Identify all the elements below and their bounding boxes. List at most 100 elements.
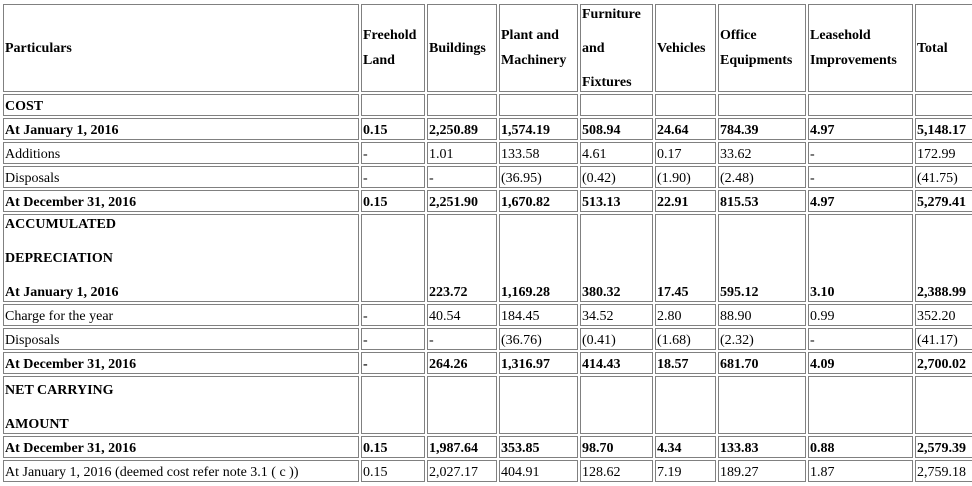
table-cell: 34.52 bbox=[580, 304, 653, 326]
table-cell: 4.97 bbox=[808, 190, 913, 212]
col-header-office-equipments: Office Equipments bbox=[718, 4, 806, 92]
row-label: Charge for the year bbox=[3, 304, 359, 326]
table-cell: 0.17 bbox=[655, 142, 716, 164]
table-cell: 0.15 bbox=[361, 436, 425, 458]
table-cell: 380.32 bbox=[580, 214, 653, 302]
table-cell: 22.91 bbox=[655, 190, 716, 212]
col-header-furniture-fixtures: Furniture and Fixtures bbox=[580, 4, 653, 92]
table-cell: 1,987.64 bbox=[427, 436, 497, 458]
table-cell: - bbox=[361, 304, 425, 326]
table-cell bbox=[361, 214, 425, 302]
table-cell: (2.32) bbox=[718, 328, 806, 350]
table-cell: 681.70 bbox=[718, 352, 806, 374]
table-row: At December 31, 2016 0.15 1,987.64 353.85 98… bbox=[3, 436, 972, 458]
col-header-leasehold-improvements: Leasehold Improvements bbox=[808, 4, 913, 92]
table-cell: 1.87 bbox=[808, 460, 913, 482]
table-cell: 172.99 bbox=[915, 142, 972, 164]
table-cell: 133.58 bbox=[499, 142, 578, 164]
table-cell: (0.42) bbox=[580, 166, 653, 188]
table-row: At December 31, 2016-264.26 1,316.97 414.4… bbox=[3, 352, 972, 374]
table-cell: (1.68) bbox=[655, 328, 716, 350]
col-header-vehicles: Vehicles bbox=[655, 4, 716, 92]
section-cost-row: COST bbox=[3, 94, 972, 116]
table-cell: 189.27 bbox=[718, 460, 806, 482]
col-header-buildings: Buildings bbox=[427, 4, 497, 92]
table-cell: 1,574.19 bbox=[499, 118, 578, 140]
row-label: ACCUMULATED DEPRECIATION At January 1, 201… bbox=[3, 214, 359, 302]
table-cell: 513.13 bbox=[580, 190, 653, 212]
table-cell: 98.70 bbox=[580, 436, 653, 458]
table-cell: 17.45 bbox=[655, 214, 716, 302]
table-cell: - bbox=[427, 328, 497, 350]
table-cell: (41.75) bbox=[915, 166, 972, 188]
table-cell: 2,579.39 bbox=[915, 436, 972, 458]
table-cell: 24.64 bbox=[655, 118, 716, 140]
table-cell: 2,251.90 bbox=[427, 190, 497, 212]
section-net-carrying-row: NET CARRYING AMOUNT bbox=[3, 376, 972, 434]
table-row: Charge for the year -40.54 184.45 34.52 2.80… bbox=[3, 304, 972, 326]
table-row: ACCUMULATED DEPRECIATION At January 1, 201… bbox=[3, 214, 972, 302]
row-label: At January 1, 2016 (deemed cost refer no… bbox=[3, 460, 359, 482]
row-label: At December 31, 2016 bbox=[3, 352, 359, 374]
table-cell: 4.09 bbox=[808, 352, 913, 374]
table-cell: 0.15 bbox=[361, 460, 425, 482]
table-cell: 2,700.02 bbox=[915, 352, 972, 374]
row-label: At December 31, 2016 bbox=[3, 190, 359, 212]
col-header-freehold-land: Freehold Land bbox=[361, 4, 425, 92]
table-cell: - bbox=[361, 328, 425, 350]
table-cell: 1.01 bbox=[427, 142, 497, 164]
table-cell: 4.97 bbox=[808, 118, 913, 140]
table-cell: - bbox=[808, 166, 913, 188]
table-row: Additions -1.01 133.58 4.61 0.17 33.62-172.99 bbox=[3, 142, 972, 164]
table-cell: 1,670.82 bbox=[499, 190, 578, 212]
table-cell: 352.20 bbox=[915, 304, 972, 326]
table-cell: - bbox=[361, 142, 425, 164]
table-cell: 414.43 bbox=[580, 352, 653, 374]
table-cell: (36.95) bbox=[499, 166, 578, 188]
table-cell: 0.99 bbox=[808, 304, 913, 326]
table-cell: 7.19 bbox=[655, 460, 716, 482]
col-header-total: Total bbox=[915, 4, 972, 92]
table-cell: (2.48) bbox=[718, 166, 806, 188]
section-label: NET CARRYING AMOUNT bbox=[3, 376, 359, 434]
table-cell: 128.62 bbox=[580, 460, 653, 482]
table-cell: 404.91 bbox=[499, 460, 578, 482]
table-cell: 4.61 bbox=[580, 142, 653, 164]
table-cell: 3.10 bbox=[808, 214, 913, 302]
table-cell: 0.15 bbox=[361, 118, 425, 140]
table-cell: 353.85 bbox=[499, 436, 578, 458]
table-cell: (36.76) bbox=[499, 328, 578, 350]
table-cell: 40.54 bbox=[427, 304, 497, 326]
table-cell: 0.15 bbox=[361, 190, 425, 212]
table-row: At January 1, 2016 (deemed cost refer no… bbox=[3, 460, 972, 482]
table-cell: 5,279.41 bbox=[915, 190, 972, 212]
table-cell: - bbox=[808, 142, 913, 164]
table-row: At December 31, 2016 0.15 2,251.90 1,670.82… bbox=[3, 190, 972, 212]
table-cell: 0.88 bbox=[808, 436, 913, 458]
table-cell: (0.41) bbox=[580, 328, 653, 350]
table-cell: 2.80 bbox=[655, 304, 716, 326]
table-cell: 508.94 bbox=[580, 118, 653, 140]
table-cell: 33.62 bbox=[718, 142, 806, 164]
table-cell: 264.26 bbox=[427, 352, 497, 374]
table-cell: 815.53 bbox=[718, 190, 806, 212]
table-cell: 2,027.17 bbox=[427, 460, 497, 482]
table-cell: 2,250.89 bbox=[427, 118, 497, 140]
table-cell: 88.90 bbox=[718, 304, 806, 326]
header-row: Particulars Freehold Land Buildings Plant… bbox=[3, 4, 972, 92]
row-label: Disposals bbox=[3, 328, 359, 350]
table-cell: (1.90) bbox=[655, 166, 716, 188]
row-label: At January 1, 2016 bbox=[3, 118, 359, 140]
table-row: Disposals - - (36.95) (0.42) (1.90) (2.48) - (41… bbox=[3, 166, 972, 188]
table-cell: 4.34 bbox=[655, 436, 716, 458]
table-cell: 1,169.28 bbox=[499, 214, 578, 302]
table-cell: 133.83 bbox=[718, 436, 806, 458]
row-label: At December 31, 2016 bbox=[3, 436, 359, 458]
row-label: Additions bbox=[3, 142, 359, 164]
table-cell: - bbox=[808, 328, 913, 350]
table-row: Disposals - - (36.76) (0.41) (1.68) (2.32) - (41… bbox=[3, 328, 972, 350]
table-cell: 5,148.17 bbox=[915, 118, 972, 140]
table-cell: - bbox=[427, 166, 497, 188]
row-label: Disposals bbox=[3, 166, 359, 188]
